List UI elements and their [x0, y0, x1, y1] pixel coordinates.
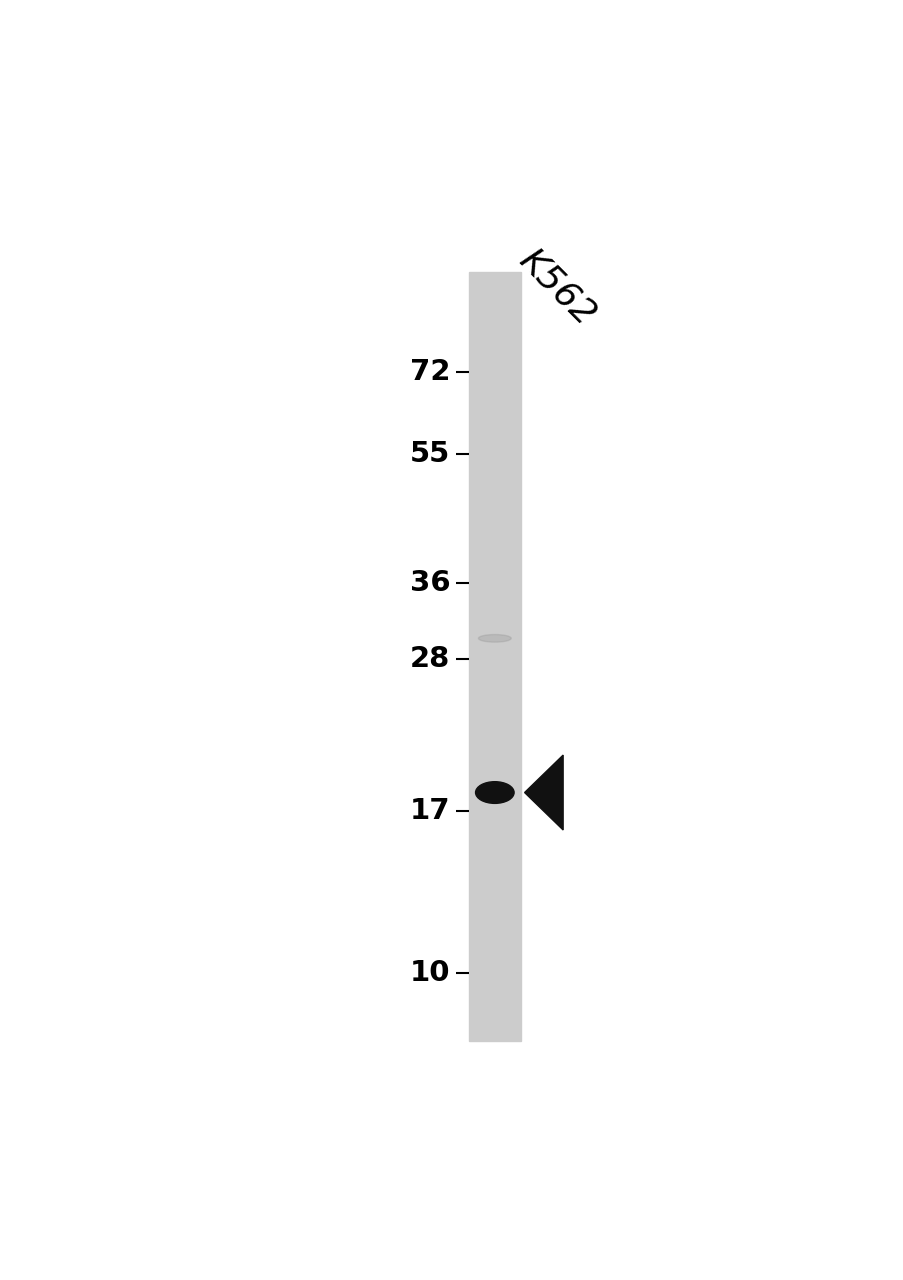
Text: 28: 28	[410, 645, 450, 673]
Text: 36: 36	[409, 568, 450, 596]
Text: 72: 72	[409, 358, 450, 385]
Ellipse shape	[478, 635, 510, 643]
Polygon shape	[524, 755, 563, 829]
Text: 10: 10	[409, 959, 450, 987]
Text: K562: K562	[512, 243, 601, 333]
Text: 55: 55	[410, 440, 450, 467]
Ellipse shape	[475, 782, 514, 804]
Text: 17: 17	[409, 797, 450, 826]
Bar	[468, 271, 520, 1041]
